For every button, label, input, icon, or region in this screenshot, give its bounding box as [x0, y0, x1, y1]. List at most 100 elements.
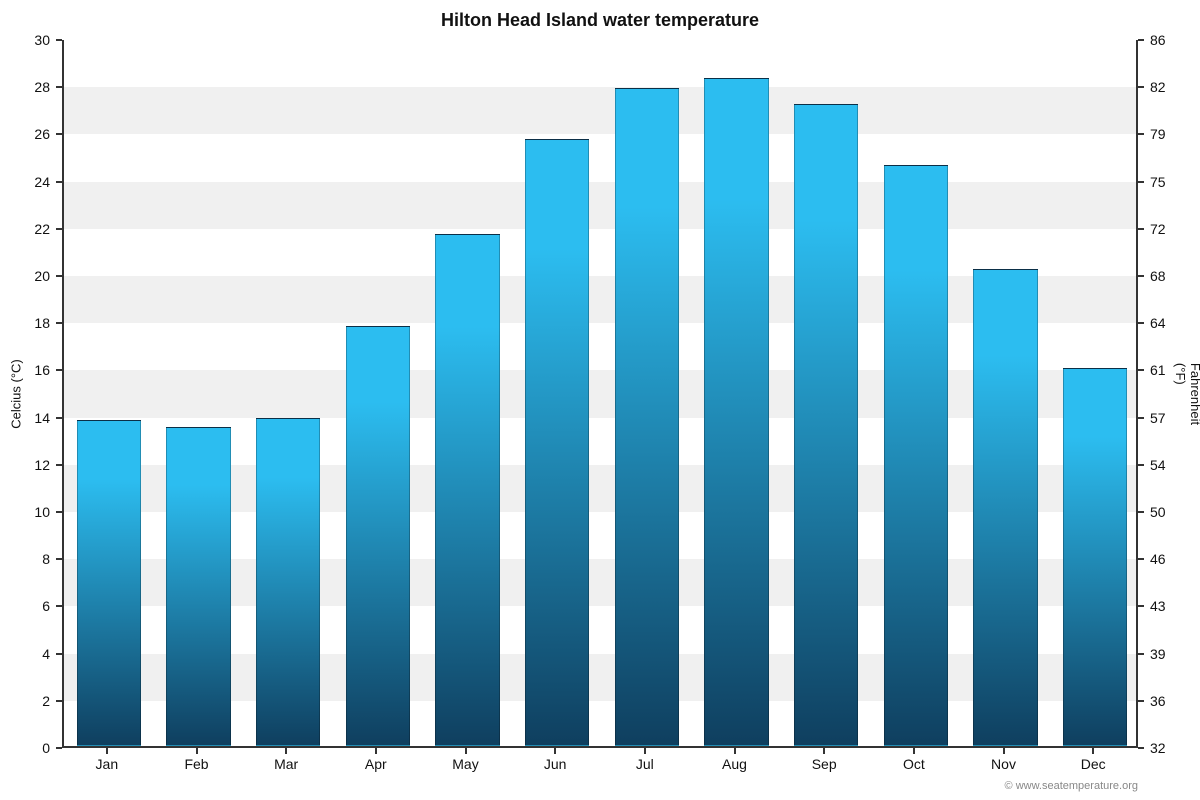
tick-mark [56, 228, 62, 230]
bar [794, 104, 859, 746]
y-axis-right-title: Fahrenheit (°F) [1173, 363, 1200, 425]
x-tick-label: Feb [184, 756, 208, 772]
tick-mark [1138, 86, 1144, 88]
x-tick-label: Nov [991, 756, 1016, 772]
y-left-tick-label: 26 [0, 126, 50, 142]
y-left-tick-label: 4 [0, 646, 50, 662]
bar [704, 78, 769, 746]
y-left-tick-label: 8 [0, 551, 50, 567]
y-right-tick-label: 36 [1150, 693, 1166, 709]
x-tick-label: Jul [636, 756, 654, 772]
credit-text: © www.seatemperature.org [1005, 780, 1138, 792]
y-left-tick-label: 10 [0, 504, 50, 520]
tick-mark [56, 417, 62, 419]
x-tick-label: Aug [722, 756, 747, 772]
x-tick-label: Jan [96, 756, 119, 772]
tick-mark [56, 369, 62, 371]
y-left-tick-label: 20 [0, 268, 50, 284]
y-left-tick-label: 0 [0, 740, 50, 756]
y-left-tick-label: 30 [0, 32, 50, 48]
y-right-tick-label: 43 [1150, 598, 1166, 614]
y-left-tick-label: 16 [0, 362, 50, 378]
tick-mark [56, 747, 62, 749]
tick-mark [1138, 700, 1144, 702]
x-tick-label: Jun [544, 756, 567, 772]
tick-mark [465, 748, 467, 754]
y-right-tick-label: 61 [1150, 362, 1166, 378]
tick-mark [375, 748, 377, 754]
tick-mark [106, 748, 108, 754]
tick-mark [56, 605, 62, 607]
bar [525, 139, 590, 746]
tick-mark [56, 653, 62, 655]
x-tick-label: Apr [365, 756, 387, 772]
tick-mark [644, 748, 646, 754]
bar [973, 269, 1038, 746]
y-left-tick-label: 14 [0, 410, 50, 426]
tick-mark [1138, 228, 1144, 230]
tick-mark [56, 700, 62, 702]
tick-mark [56, 86, 62, 88]
y-right-tick-label: 54 [1150, 457, 1166, 473]
grid-band [64, 182, 1136, 229]
tick-mark [1092, 748, 1094, 754]
y-left-tick-label: 12 [0, 457, 50, 473]
y-right-tick-label: 68 [1150, 268, 1166, 284]
y-right-tick-label: 57 [1150, 410, 1166, 426]
tick-mark [823, 748, 825, 754]
x-tick-label: Dec [1081, 756, 1106, 772]
y-left-tick-label: 18 [0, 315, 50, 331]
tick-mark [1138, 133, 1144, 135]
tick-mark [56, 133, 62, 135]
tick-mark [1138, 322, 1144, 324]
tick-mark [1138, 653, 1144, 655]
bar [166, 427, 231, 746]
tick-mark [196, 748, 198, 754]
tick-mark [1138, 558, 1144, 560]
bar [615, 88, 680, 746]
bar [256, 418, 321, 746]
tick-mark [1138, 605, 1144, 607]
y-left-tick-label: 22 [0, 221, 50, 237]
tick-mark [1138, 511, 1144, 513]
chart-container: Hilton Head Island water temperature Cel… [0, 0, 1200, 800]
y-left-tick-label: 6 [0, 598, 50, 614]
y-right-tick-label: 86 [1150, 32, 1166, 48]
y-right-tick-label: 39 [1150, 646, 1166, 662]
y-right-tick-label: 75 [1150, 174, 1166, 190]
bar [77, 420, 142, 746]
tick-mark [1138, 464, 1144, 466]
y-right-tick-label: 79 [1150, 126, 1166, 142]
tick-mark [56, 181, 62, 183]
y-left-tick-label: 28 [0, 79, 50, 95]
chart-title: Hilton Head Island water temperature [0, 10, 1200, 31]
tick-mark [1138, 275, 1144, 277]
tick-mark [1003, 748, 1005, 754]
x-tick-label: May [452, 756, 478, 772]
tick-mark [1138, 181, 1144, 183]
tick-mark [56, 275, 62, 277]
y-right-tick-label: 72 [1150, 221, 1166, 237]
x-tick-label: Oct [903, 756, 925, 772]
x-tick-label: Mar [274, 756, 298, 772]
y-right-tick-label: 50 [1150, 504, 1166, 520]
y-right-tick-label: 82 [1150, 79, 1166, 95]
plot-area [62, 40, 1138, 748]
tick-mark [1138, 417, 1144, 419]
tick-mark [56, 39, 62, 41]
tick-mark [285, 748, 287, 754]
tick-mark [1138, 747, 1144, 749]
tick-mark [734, 748, 736, 754]
bar [435, 234, 500, 746]
tick-mark [56, 464, 62, 466]
tick-mark [1138, 39, 1144, 41]
bar [346, 326, 411, 746]
grid-band [64, 87, 1136, 134]
y-left-tick-label: 24 [0, 174, 50, 190]
y-right-tick-label: 64 [1150, 315, 1166, 331]
tick-mark [554, 748, 556, 754]
tick-mark [56, 322, 62, 324]
y-left-tick-label: 2 [0, 693, 50, 709]
y-right-tick-label: 46 [1150, 551, 1166, 567]
tick-mark [56, 558, 62, 560]
